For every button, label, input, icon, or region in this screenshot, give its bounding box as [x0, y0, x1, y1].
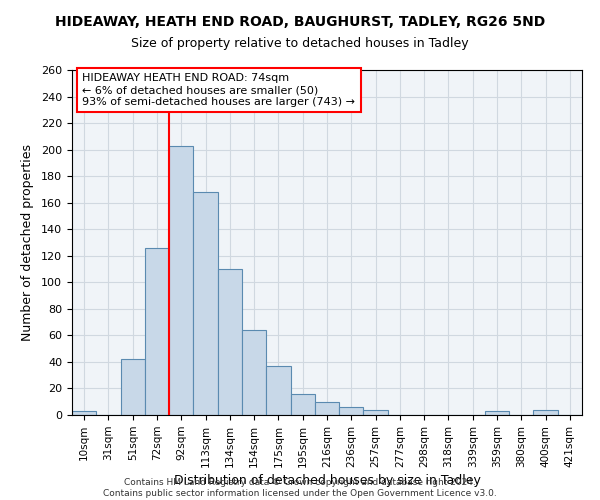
Bar — [290, 394, 315, 415]
Bar — [339, 407, 364, 415]
Text: HIDEAWAY, HEATH END ROAD, BAUGHURST, TADLEY, RG26 5ND: HIDEAWAY, HEATH END ROAD, BAUGHURST, TAD… — [55, 15, 545, 29]
Bar — [169, 146, 193, 415]
Bar — [364, 410, 388, 415]
X-axis label: Distribution of detached houses by size in Tadley: Distribution of detached houses by size … — [173, 474, 481, 487]
Bar — [533, 410, 558, 415]
Text: Contains HM Land Registry data © Crown copyright and database right 2024.
Contai: Contains HM Land Registry data © Crown c… — [103, 478, 497, 498]
Bar — [72, 411, 96, 415]
Bar — [218, 269, 242, 415]
Bar — [485, 411, 509, 415]
Bar — [121, 360, 145, 415]
Bar — [242, 330, 266, 415]
Bar — [266, 366, 290, 415]
Text: HIDEAWAY HEATH END ROAD: 74sqm
← 6% of detached houses are smaller (50)
93% of s: HIDEAWAY HEATH END ROAD: 74sqm ← 6% of d… — [82, 74, 355, 106]
Bar — [315, 402, 339, 415]
Bar — [193, 192, 218, 415]
Text: Size of property relative to detached houses in Tadley: Size of property relative to detached ho… — [131, 38, 469, 51]
Bar — [145, 248, 169, 415]
Y-axis label: Number of detached properties: Number of detached properties — [21, 144, 34, 341]
